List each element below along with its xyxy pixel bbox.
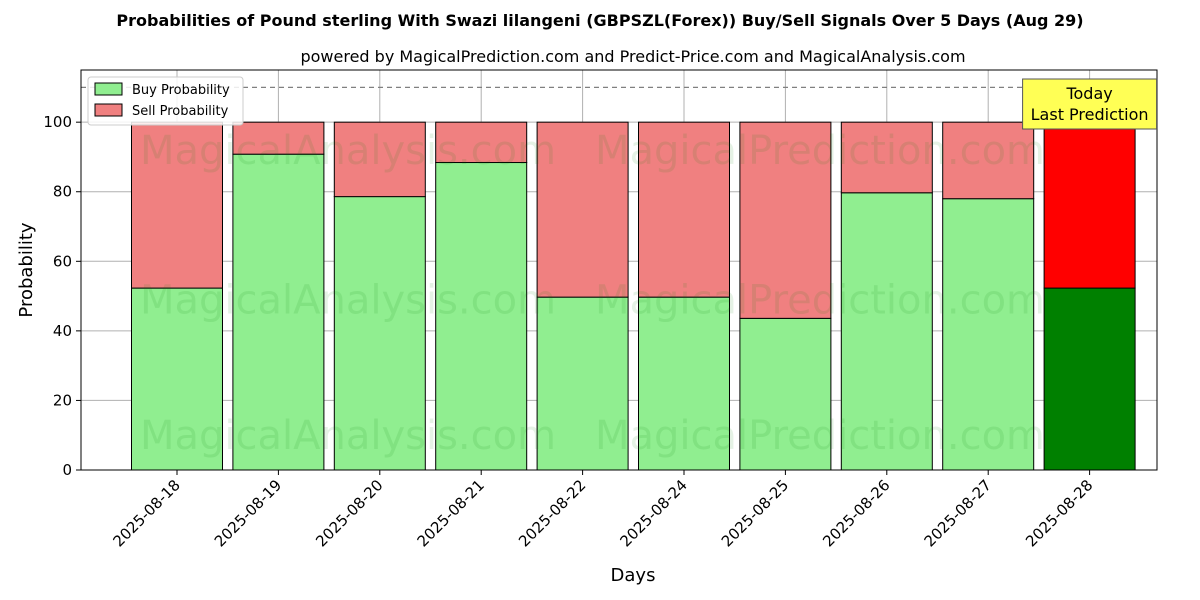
watermark-text: MagicalPrediction.com xyxy=(595,413,1045,459)
annotation-box xyxy=(1022,78,1158,130)
sell-bar xyxy=(131,121,223,289)
x-tick-label: 2025-08-27 xyxy=(921,476,995,550)
buy-bar xyxy=(333,196,426,471)
sell-bar xyxy=(942,121,1035,200)
buy-bar xyxy=(131,287,223,471)
x-tick-label: 2025-08-28 xyxy=(1022,476,1096,550)
y-axis-label: Probability xyxy=(16,222,37,317)
legend-swatch xyxy=(94,103,123,117)
buy-bar xyxy=(840,192,933,471)
x-axis-label: Days xyxy=(611,565,656,586)
sell-bar xyxy=(536,121,629,298)
watermark-text: MagicalAnalysis.com xyxy=(140,128,556,174)
y-tick-label: 0 xyxy=(62,461,72,479)
sell-bar xyxy=(333,121,426,198)
x-tick-label: 2025-08-18 xyxy=(109,476,183,550)
x-axis: 2025-08-18 2025-08-19 2025-08-20 2025-08-21… xyxy=(109,470,1096,550)
buy-bar xyxy=(739,317,832,471)
y-tick-label: 100 xyxy=(43,113,72,131)
buy-bar xyxy=(638,296,730,471)
watermark-text: MagicalAnalysis.com xyxy=(140,413,556,459)
y-axis: 0 20 40 60 80 100 xyxy=(43,113,81,479)
legend-box xyxy=(87,76,244,126)
y-tick-label: 60 xyxy=(53,252,72,270)
x-tick-label: 2025-08-22 xyxy=(515,476,589,550)
buy-bar xyxy=(1043,287,1136,471)
y-tick-label: 40 xyxy=(53,322,72,340)
y-tick-label: 80 xyxy=(53,183,72,201)
buy-bar xyxy=(536,296,629,471)
chart-subtitle: powered by MagicalPrediction.com and Pre… xyxy=(300,47,965,66)
x-tick-label: 2025-08-21 xyxy=(414,476,488,550)
annotation-line: Last Prediction xyxy=(1031,105,1149,124)
watermark-text: MagicalPrediction.com xyxy=(595,277,1045,323)
x-tick-label: 2025-08-25 xyxy=(718,476,792,550)
annotation-line: Today xyxy=(1065,84,1112,103)
legend-label: Buy Probability xyxy=(132,83,230,98)
today-annotation: Today Last Prediction xyxy=(1022,78,1158,130)
x-tick-label: 2025-08-26 xyxy=(819,476,893,550)
y-tick-label: 20 xyxy=(53,391,72,409)
sell-bar xyxy=(638,121,730,298)
watermark-text: MagicalPrediction.com xyxy=(595,128,1045,174)
buy-bar xyxy=(435,162,528,471)
chart-title: Probabilities of Pound sterling With Swa… xyxy=(116,11,1083,30)
bars xyxy=(131,121,1136,471)
sell-bar xyxy=(840,121,933,194)
legend-swatch xyxy=(94,82,123,96)
watermarks: MagicalAnalysis.com MagicalPrediction.com… xyxy=(140,128,1045,459)
buy-bar xyxy=(942,198,1035,471)
x-tick-label: 2025-08-20 xyxy=(312,476,386,550)
sell-bar xyxy=(232,121,325,155)
sell-bar xyxy=(739,121,832,319)
legend-label: Sell Probability xyxy=(132,104,229,119)
watermark-text: MagicalAnalysis.com xyxy=(140,277,556,323)
legend: Buy Probability Sell Probability xyxy=(87,76,244,126)
sell-bar xyxy=(435,121,528,164)
sell-bar xyxy=(1043,121,1136,289)
x-tick-label: 2025-08-19 xyxy=(211,476,285,550)
plot-frame xyxy=(80,69,1158,471)
x-tick-label: 2025-08-24 xyxy=(616,476,690,550)
